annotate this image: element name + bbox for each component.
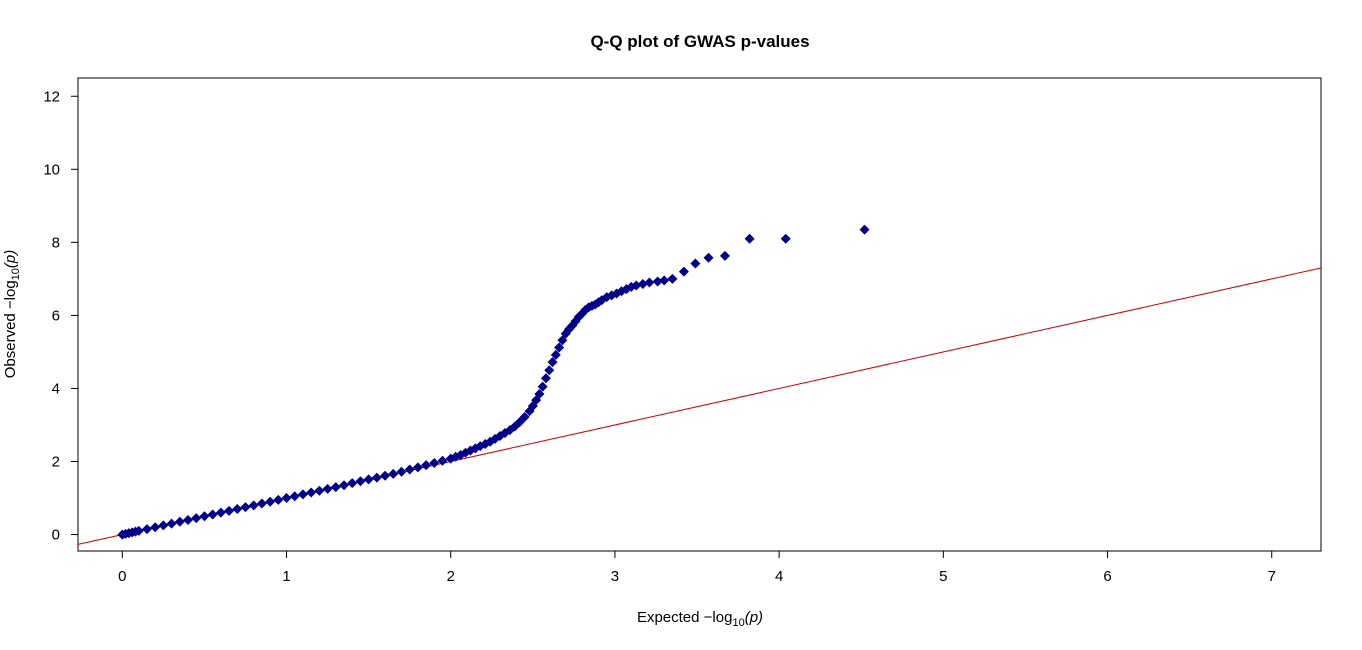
y-tick-label: 0 [52, 527, 60, 544]
data-point [547, 357, 558, 368]
y-tick-label: 4 [52, 380, 60, 397]
data-point [232, 503, 243, 514]
y-tick-label: 12 [43, 88, 60, 105]
data-point [514, 417, 525, 428]
data-point [215, 507, 226, 518]
data-point [519, 411, 530, 422]
data-point [347, 478, 358, 489]
data-point [550, 349, 561, 360]
x-tick-label: 1 [282, 568, 290, 585]
data-point [265, 496, 276, 507]
data-point [659, 275, 670, 286]
data-point [281, 493, 292, 504]
x-tick-label: 2 [447, 568, 455, 585]
data-point [174, 516, 185, 527]
data-point [678, 266, 689, 277]
data-point [141, 524, 152, 535]
data-point [667, 273, 678, 284]
data-point [339, 480, 350, 491]
y-axis-label: Observed −log10(p) [2, 250, 22, 379]
x-tick-label: 7 [1268, 568, 1276, 585]
data-point [297, 489, 308, 500]
data-point [637, 279, 648, 290]
data-point [554, 342, 565, 353]
x-tick-label: 4 [775, 568, 783, 585]
data-point [534, 388, 545, 399]
data-point [652, 276, 663, 287]
data-point [537, 381, 548, 392]
data-point [412, 462, 423, 473]
data-point [199, 511, 210, 522]
data-point [240, 502, 251, 513]
data-point [150, 522, 161, 533]
data-point [540, 373, 551, 384]
x-tick-label: 0 [118, 568, 126, 585]
data-point [429, 457, 440, 468]
data-point [158, 520, 169, 531]
chart-title: Q-Q plot of GWAS p-values [590, 32, 809, 51]
data-point [396, 466, 407, 477]
data-point [780, 233, 791, 244]
data-point [388, 468, 399, 479]
data-point [166, 518, 177, 529]
data-point [631, 280, 642, 291]
y-tick-label: 6 [52, 307, 60, 324]
data-point [371, 472, 382, 483]
data-point [322, 483, 333, 494]
data-point [437, 455, 448, 466]
data-point [644, 277, 655, 288]
data-point [544, 365, 555, 376]
x-tick-label: 5 [939, 568, 947, 585]
data-point [363, 474, 374, 485]
x-tick-label: 3 [611, 568, 619, 585]
data-point [314, 485, 325, 496]
data-point [224, 505, 235, 516]
data-point [744, 233, 755, 244]
data-point [273, 494, 284, 505]
data-point [404, 464, 415, 475]
data-point [256, 498, 267, 509]
data-points [117, 224, 870, 540]
data-point [690, 258, 701, 269]
y-axis: 0 2 4 6 8 10 12 [43, 88, 78, 544]
y-tick-label: 10 [43, 161, 60, 178]
x-tick-label: 6 [1103, 568, 1111, 585]
plot-frame [77, 77, 1322, 552]
data-point [207, 509, 218, 520]
data-point [380, 470, 391, 481]
data-point [248, 500, 259, 511]
data-point [133, 525, 144, 536]
y-tick-label: 8 [52, 234, 60, 251]
x-axis: 0 1 2 3 4 5 6 7 [118, 551, 1276, 585]
data-point [330, 482, 341, 493]
x-axis-label: Expected −log10(p) [637, 609, 763, 629]
data-point [859, 224, 870, 235]
data-point [703, 252, 714, 263]
data-point [191, 513, 202, 524]
y-tick-label: 2 [52, 454, 60, 471]
data-point [306, 487, 317, 498]
data-point [289, 491, 300, 502]
data-point [355, 476, 366, 487]
data-point [421, 460, 432, 471]
data-point [719, 250, 730, 261]
data-point [183, 514, 194, 525]
